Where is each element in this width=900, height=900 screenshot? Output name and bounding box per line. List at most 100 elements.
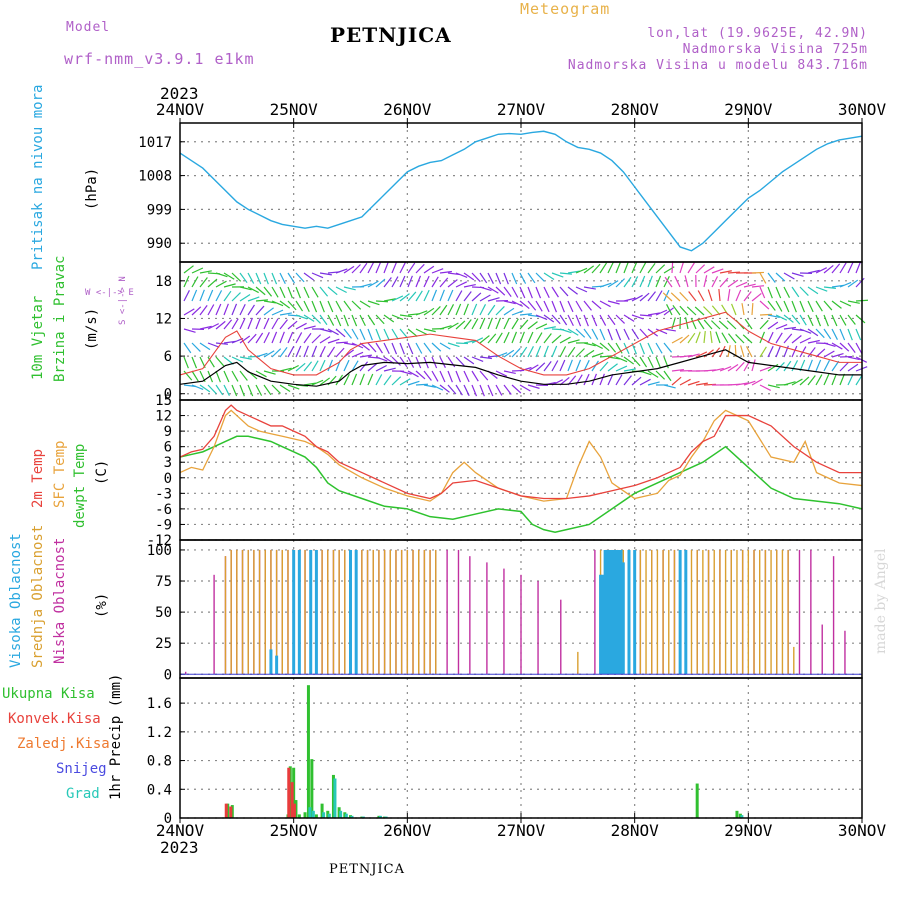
wind-barb	[775, 300, 783, 312]
wind-barb	[551, 345, 558, 358]
wind-barb	[359, 373, 365, 386]
wind-barb	[679, 261, 685, 274]
wind-barb	[639, 314, 653, 317]
wind-barb	[663, 275, 670, 288]
wind-barb	[439, 289, 445, 302]
wind-barb	[471, 370, 479, 382]
temperature-ytick-label: 6	[164, 440, 172, 456]
wind-barb	[239, 303, 246, 316]
wind-barb	[423, 307, 435, 316]
wind-frame	[179, 261, 863, 401]
wind-barb	[247, 272, 255, 284]
x-tick-label-top: 24NOV	[156, 100, 205, 119]
wind-barb	[639, 356, 648, 368]
wind-barb	[607, 300, 620, 305]
wind-barb	[319, 345, 326, 358]
wind-barb	[711, 305, 721, 316]
wind-barb	[511, 286, 519, 298]
wind-barb	[343, 265, 355, 274]
wind-barb	[319, 328, 332, 333]
graupel-bar	[333, 778, 337, 818]
wind-barb	[279, 300, 291, 309]
wind-barb	[303, 345, 309, 358]
wind-barb	[791, 286, 800, 298]
wind-barb	[583, 342, 596, 347]
wind-barb	[662, 292, 673, 302]
wind-barb	[567, 339, 580, 344]
wind-barb	[679, 305, 689, 316]
wind-barb	[672, 304, 681, 316]
wind-barb	[279, 346, 288, 358]
wind-barb	[567, 359, 573, 372]
wind-barb	[783, 360, 792, 372]
wind-barb	[455, 384, 463, 396]
wind-barb	[551, 360, 559, 372]
wind-barb	[439, 277, 449, 288]
wind-barb	[343, 300, 352, 312]
wind-barb	[511, 300, 524, 307]
wind-barb	[495, 370, 508, 377]
wind-barb	[559, 336, 571, 344]
wind-barb	[726, 320, 737, 330]
wind-barb	[639, 262, 647, 274]
wind-barb	[191, 306, 202, 316]
temperature-ytick-label: 3	[164, 455, 172, 471]
page-title: PETNJICA	[330, 23, 452, 47]
wind-barb	[431, 289, 438, 302]
wind-barb	[359, 314, 366, 326]
wind-barb	[831, 300, 842, 309]
wind-barb	[695, 351, 708, 358]
wind-barb	[543, 286, 550, 299]
wind-barb	[639, 292, 650, 302]
wind-barb	[639, 378, 651, 386]
wind-barb	[743, 380, 756, 386]
wind-barb	[623, 314, 635, 322]
wind-barb	[463, 272, 475, 281]
wind-barb	[559, 328, 572, 334]
wind-barb	[271, 318, 279, 330]
wind-barb	[479, 272, 488, 284]
wind-barb	[791, 314, 801, 325]
wind-barb	[647, 312, 660, 316]
wind-barb	[223, 370, 230, 383]
wind-barb	[287, 384, 300, 390]
wind-barb	[415, 290, 423, 302]
wind-barb	[543, 345, 549, 358]
graupel-bar	[378, 815, 382, 818]
wind-barb	[463, 384, 470, 397]
wind-barb	[343, 373, 350, 386]
wind-ytick-label: 0	[164, 387, 172, 403]
x-tick-label-bottom: 27NOV	[497, 821, 546, 840]
wind-barb	[599, 355, 613, 358]
wind-barb	[775, 272, 786, 282]
precipitation-ytick-label: 0.4	[147, 782, 172, 798]
x-tick-label-bottom: 24NOV	[156, 821, 205, 840]
wind-barb	[751, 378, 763, 386]
wind-barb	[666, 304, 673, 316]
total-precip-bar	[735, 810, 739, 818]
wind-barb	[191, 356, 198, 369]
conv-precip-bar	[287, 767, 291, 818]
wind-barb	[319, 286, 329, 297]
wind-barb	[199, 305, 208, 316]
wind-barb	[487, 286, 499, 294]
wind-barb	[463, 356, 475, 365]
wind-barb	[759, 331, 766, 344]
wind-barb	[231, 318, 239, 330]
wind-barb	[527, 346, 534, 358]
wind-barb	[423, 328, 436, 333]
wind-barb	[359, 262, 368, 274]
wind-barb	[351, 373, 358, 386]
wind-barb	[255, 332, 264, 344]
wind-barb	[855, 261, 862, 274]
pressure-ytick-label: 990	[147, 236, 172, 252]
wind-barb	[583, 300, 592, 311]
wind-barb	[783, 381, 796, 386]
wind-barb	[535, 323, 548, 330]
wind-barb	[487, 272, 494, 284]
wind-barb	[718, 320, 729, 330]
wind-barb	[831, 342, 843, 350]
wind-barb	[471, 272, 481, 283]
wind-barb	[487, 297, 500, 302]
wind-barb	[655, 290, 663, 302]
